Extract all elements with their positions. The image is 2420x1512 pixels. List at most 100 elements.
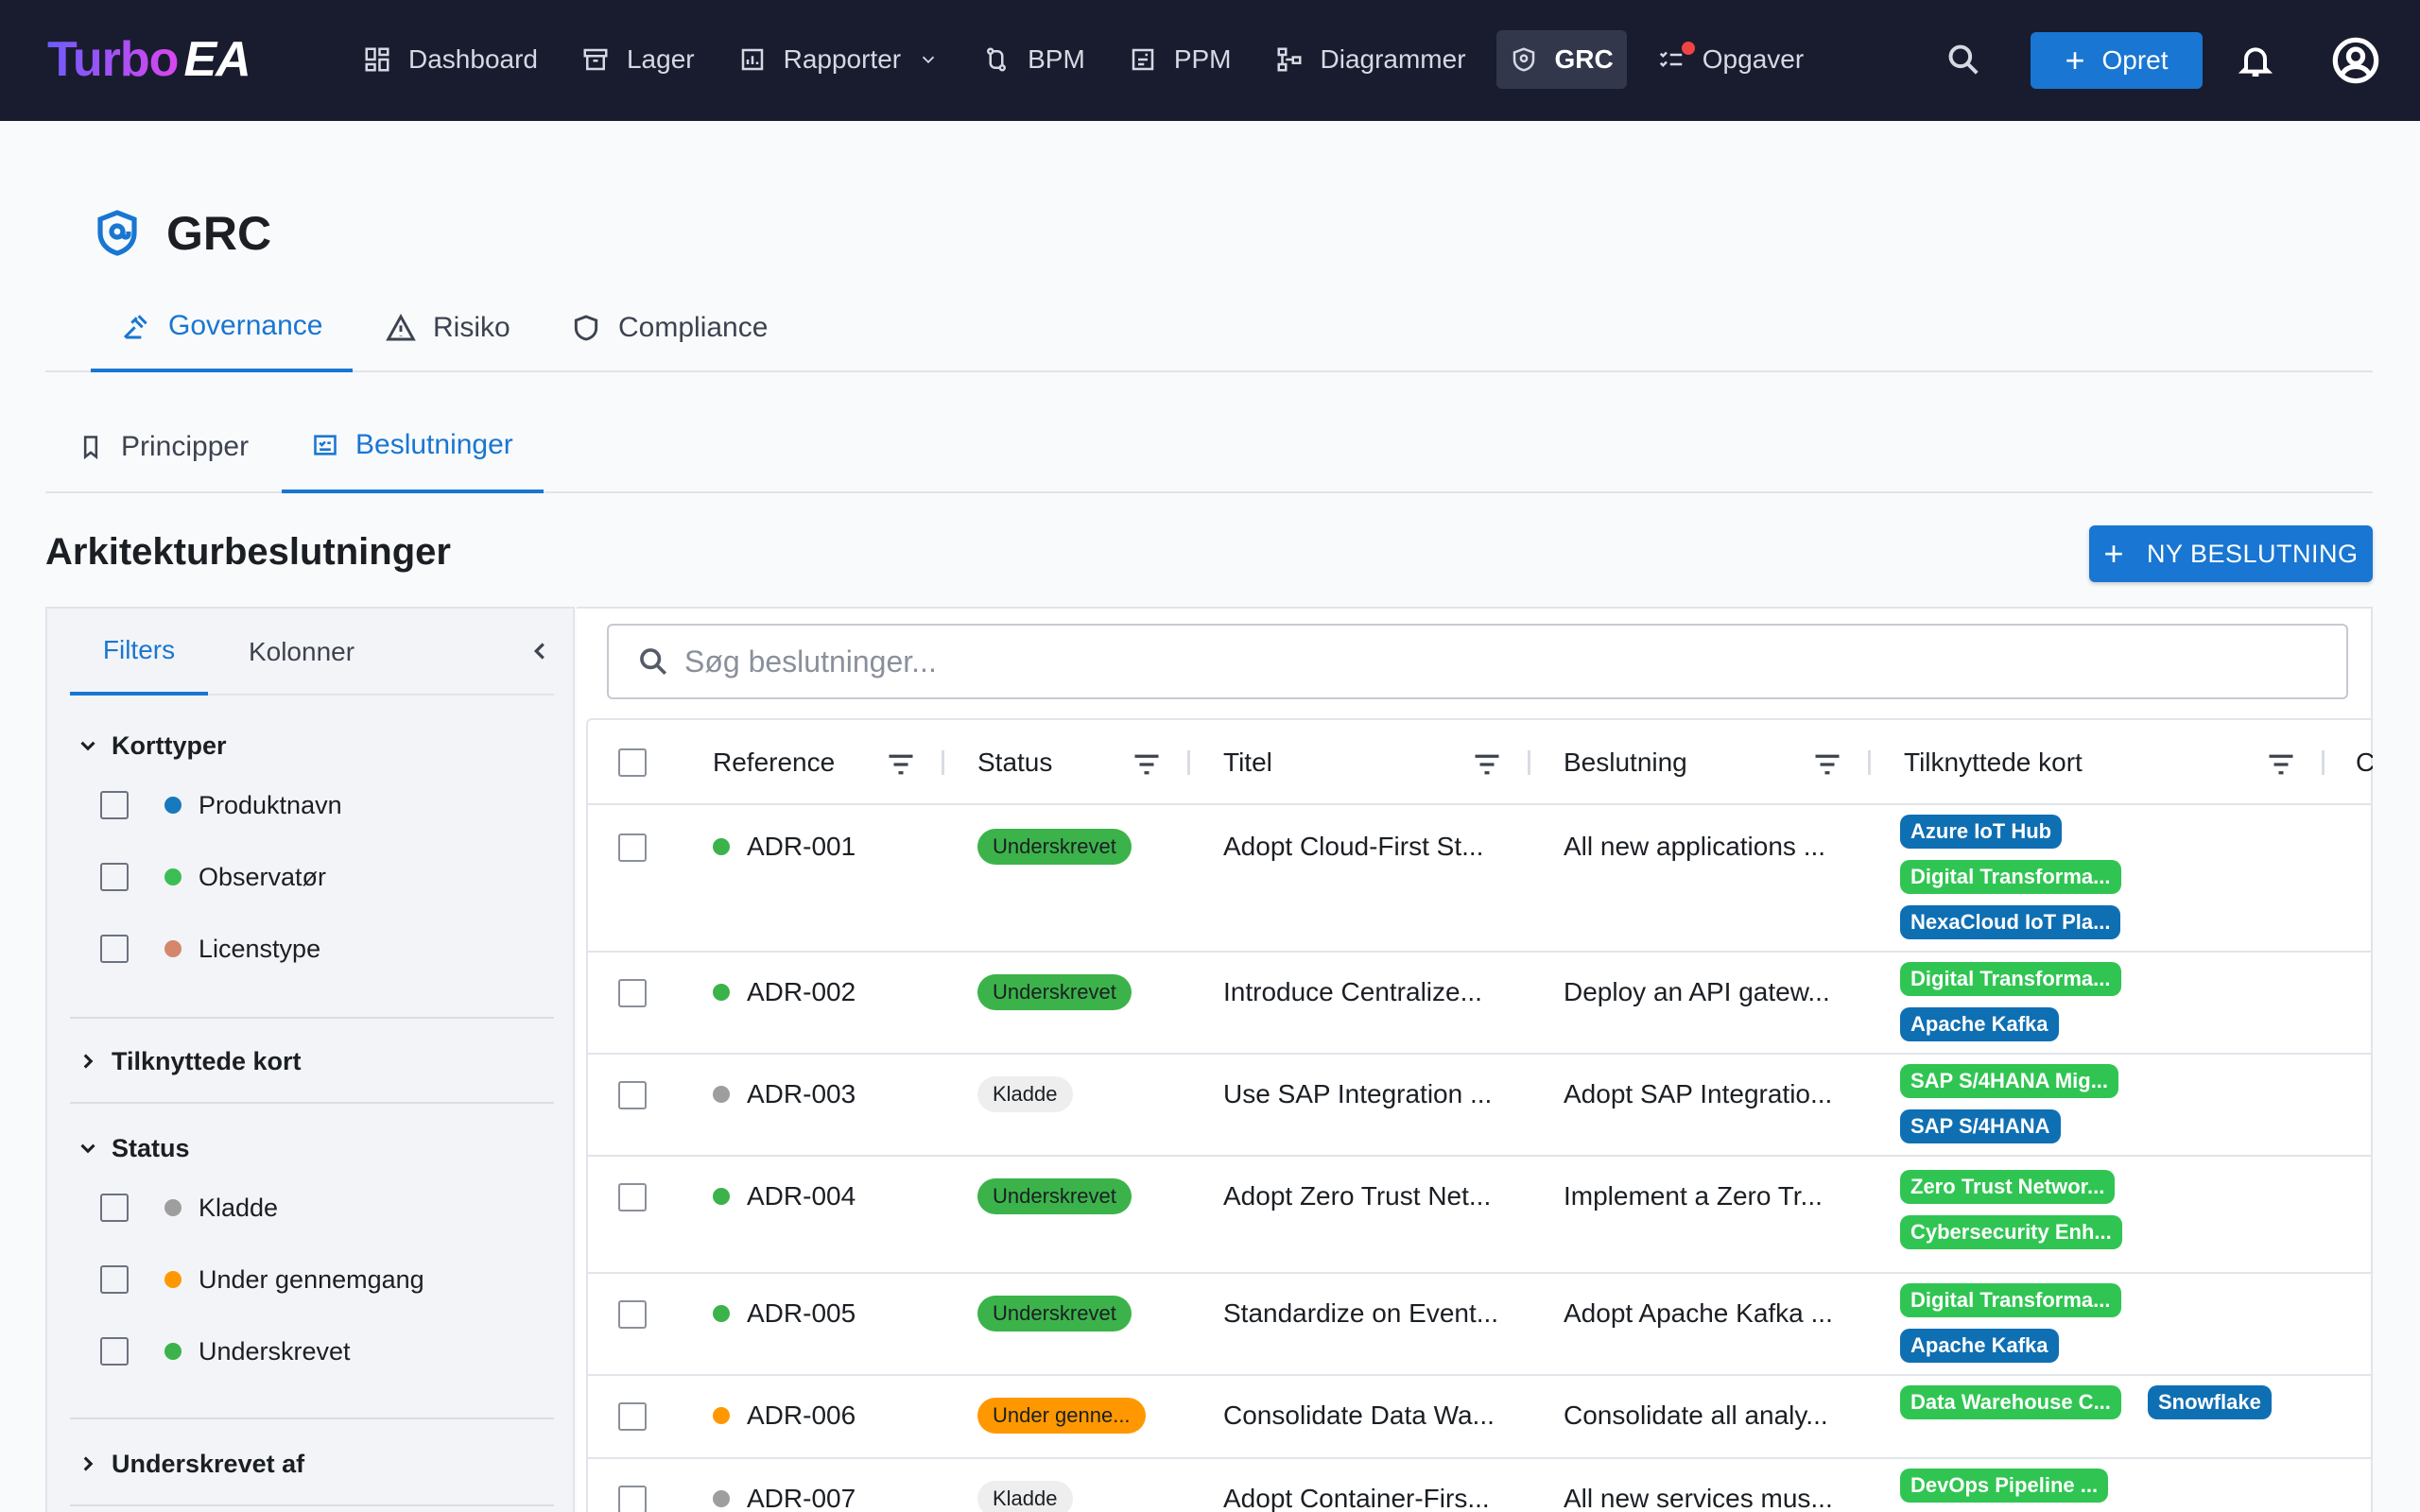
create-button[interactable]: + Opret — [2031, 32, 2203, 89]
linked-card-chip[interactable]: Apache Kafka — [1900, 1329, 2059, 1363]
linked-card-chip[interactable]: DevOps Pipeline ... — [1900, 1469, 2109, 1503]
user-account-icon[interactable] — [2331, 36, 2380, 85]
linked-card-chip[interactable]: Digital Transforma... — [1900, 860, 2121, 894]
search-input[interactable] — [684, 644, 2291, 679]
filter-group-header[interactable]: Status — [70, 1125, 554, 1172]
bell-icon[interactable] — [2237, 40, 2274, 81]
filter-option[interactable]: Produktnavn — [100, 786, 342, 824]
linked-card-chip[interactable]: Apache Kafka — [1900, 1007, 2059, 1041]
linked-card-chip[interactable]: Digital Transforma... — [1900, 1283, 2121, 1317]
nav-diagrammer[interactable]: Diagrammer — [1262, 30, 1479, 89]
status-badge: Underskrevet — [977, 974, 1132, 1010]
column-separator[interactable] — [942, 750, 944, 775]
row-checkbox[interactable] — [618, 1402, 647, 1431]
filter-option[interactable]: Kladde — [100, 1189, 278, 1227]
table-row[interactable]: ADR-003 Kladde Use SAP Integration ... A… — [588, 1055, 2373, 1157]
tab-governance[interactable]: Governance — [91, 284, 354, 372]
row-checkbox[interactable] — [618, 1183, 647, 1211]
table-row[interactable]: ADR-006 Under genne... Consolidate Data … — [588, 1376, 2373, 1459]
filter-group-card-types: Korttyper — [70, 722, 554, 769]
filter-icon[interactable] — [1473, 752, 1501, 775]
filter-icon[interactable] — [1813, 752, 1841, 775]
chevron-left-icon[interactable] — [526, 637, 554, 665]
column-header-decision[interactable]: Beslutning — [1564, 720, 1687, 805]
row-checkbox[interactable] — [618, 1300, 647, 1329]
filter-option[interactable]: Observatør — [100, 858, 326, 896]
nav-opgaver[interactable]: Opgaver — [1644, 30, 1817, 89]
filter-option-label: Observatør — [199, 862, 327, 891]
checkbox[interactable] — [100, 1194, 129, 1222]
nav-rapporter[interactable]: Rapporter — [725, 30, 953, 89]
linked-card-chip[interactable]: Zero Trust Networ... — [1900, 1170, 2116, 1204]
nav-dashboard[interactable]: Dashboard — [350, 30, 551, 89]
filter-option[interactable]: Under gennemgang — [100, 1261, 424, 1298]
column-header-status[interactable]: Status — [977, 720, 1052, 805]
table-row[interactable]: ADR-004 Underskrevet Adopt Zero Trust Ne… — [588, 1157, 2373, 1274]
new-decision-button[interactable]: + NY BESLUTNING — [2089, 525, 2373, 582]
cell-decision: All new applications ... — [1564, 832, 1826, 861]
column-header-label: Status — [977, 747, 1053, 777]
filter-group-header[interactable]: Underskrevet af — [70, 1440, 554, 1487]
column-header-title[interactable]: Titel — [1223, 720, 1272, 805]
color-dot — [164, 797, 182, 814]
table-row[interactable]: ADR-007 Kladde Adopt Container-Firs... A… — [588, 1459, 2373, 1512]
linked-card-chip[interactable]: SAP S/4HANA — [1900, 1109, 2061, 1143]
linked-card-chip[interactable]: Azure IoT Hub — [1900, 815, 2063, 849]
row-checkbox[interactable] — [618, 833, 647, 862]
column-header-linked-cards[interactable]: Tilknyttede kort — [1904, 720, 2083, 805]
cell-reference: ADR-005 — [713, 1295, 856, 1332]
gavel-icon — [123, 315, 147, 339]
row-checkbox[interactable] — [618, 979, 647, 1007]
checkbox[interactable] — [100, 935, 129, 963]
checkbox[interactable] — [100, 863, 129, 891]
linked-card-chip[interactable]: Cybersecurity Enh... — [1900, 1215, 2122, 1249]
row-checkbox[interactable] — [618, 1486, 647, 1512]
filter-option[interactable]: Licenstype — [100, 930, 320, 968]
column-separator[interactable] — [1528, 750, 1530, 775]
tab-columns[interactable]: Kolonner — [248, 637, 355, 666]
checkbox[interactable] — [100, 1337, 129, 1366]
filter-icon[interactable] — [887, 752, 915, 775]
linked-card-chip[interactable]: NexaCloud IoT Pla... — [1900, 905, 2121, 939]
filter-icon[interactable] — [2267, 752, 2295, 775]
table-row[interactable]: ADR-005 Underskrevet Standardize on Even… — [588, 1274, 2373, 1376]
cell-title: Adopt Zero Trust Net... — [1223, 1181, 1492, 1211]
linked-card-chip[interactable]: Snowflake — [2148, 1385, 2272, 1419]
cell-decision: Implement a Zero Tr... — [1564, 1181, 1823, 1211]
checkbox[interactable] — [100, 1265, 129, 1294]
linked-card-chip[interactable]: Data Warehouse C... — [1900, 1385, 2121, 1419]
nav-ppm[interactable]: PPM — [1115, 30, 1245, 89]
table-row[interactable]: ADR-001 Underskrevet Adopt Cloud-First S… — [588, 805, 2373, 953]
column-separator[interactable] — [1187, 750, 1190, 775]
filter-option[interactable]: Underskrevet — [100, 1332, 351, 1370]
filter-group-header[interactable]: Korttyper — [70, 722, 554, 769]
tab-principper[interactable]: Principper — [78, 401, 249, 493]
cell-title: Adopt Cloud-First St... — [1223, 832, 1484, 861]
tab-filters[interactable]: Filters — [70, 609, 208, 696]
linked-card-chip[interactable]: Digital Transforma... — [1900, 962, 2121, 996]
tab-compliance[interactable]: Compliance — [571, 284, 768, 372]
filter-option-label: Licenstype — [199, 934, 321, 963]
filter-group-header[interactable]: Tilknyttede kort — [70, 1038, 554, 1085]
nav-bpm[interactable]: BPM — [969, 30, 1098, 89]
search-icon[interactable] — [1945, 42, 1981, 77]
tab-risiko[interactable]: Risiko — [386, 284, 510, 372]
column-separator[interactable] — [2322, 750, 2325, 775]
column-header-truncated[interactable]: C — [2356, 720, 2373, 805]
cell-status: Under genne... — [977, 1398, 1146, 1434]
nav-grc[interactable]: GRC — [1495, 30, 1627, 89]
column-header-reference[interactable]: Reference — [713, 720, 835, 805]
divider — [70, 1017, 554, 1019]
tab-beslutninger[interactable]: Beslutninger — [282, 401, 544, 493]
checkbox[interactable] — [100, 791, 129, 819]
column-separator[interactable] — [1868, 750, 1871, 775]
app-logo[interactable]: Turbo EA — [47, 28, 251, 91]
select-all-checkbox[interactable] — [618, 748, 647, 777]
linked-card-chip[interactable]: SAP S/4HANA Mig... — [1900, 1064, 2119, 1098]
table-row[interactable]: ADR-002 Underskrevet Introduce Centraliz… — [588, 953, 2373, 1055]
search-field[interactable] — [607, 624, 2348, 699]
row-checkbox[interactable] — [618, 1081, 647, 1109]
nav-lager[interactable]: Lager — [568, 30, 708, 89]
reference-text: ADR-006 — [747, 1400, 856, 1430]
filter-icon[interactable] — [1132, 752, 1161, 775]
